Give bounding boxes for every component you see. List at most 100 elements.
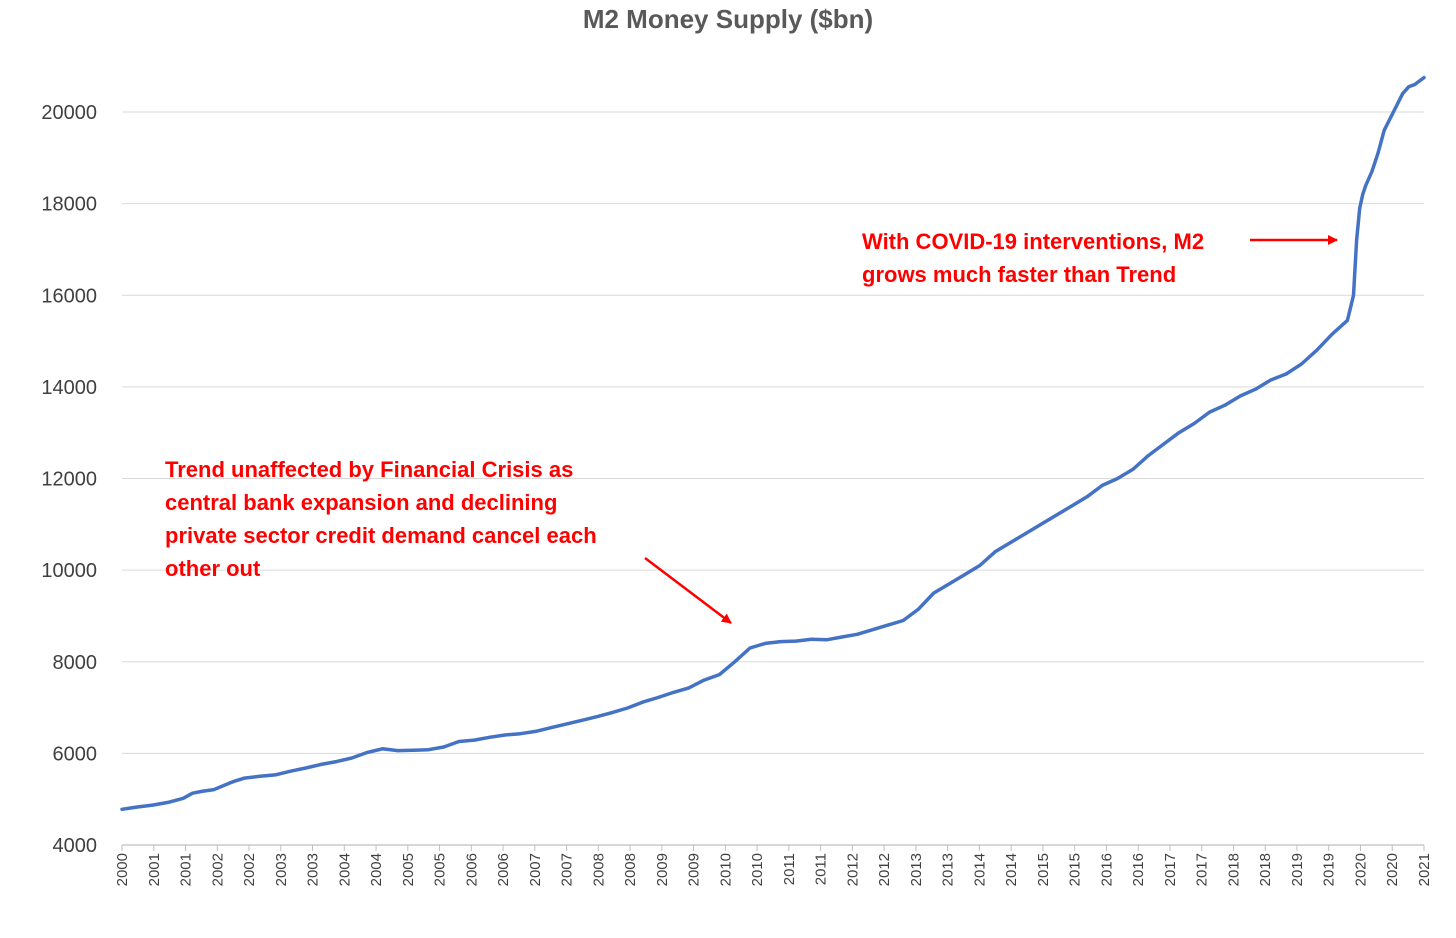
annotation-financial-crisis: Trend unaffected by Financial Crisis as c… [165,457,597,581]
data-point [978,564,982,567]
data-point [733,660,737,664]
y-tick-label: 12000 [41,469,97,491]
chart-title: M2 Money Supply ($bn) [583,4,873,34]
x-tick-label: 2015 [1035,853,1052,886]
data-point [212,788,216,792]
data-point [227,781,231,785]
data-point [1330,332,1334,336]
x-tick-label: 2010 [749,853,766,886]
data-point [488,735,492,739]
data-point [1100,483,1104,487]
data-point [610,711,614,715]
x-tick-label: 2019 [1289,853,1306,886]
x-tick-label: 2009 [654,853,671,886]
x-tick-label: 2008 [622,853,639,886]
annotation-line: Trend unaffected by Financial Crisis as [165,457,573,482]
x-tick-label: 2008 [590,853,607,886]
y-tick-label: 20000 [41,102,97,124]
data-point [687,686,691,690]
x-tick-label: 2012 [876,853,893,886]
y-tick-label: 10000 [41,560,97,582]
x-tick-label: 2010 [717,853,734,886]
x-tick-label: 2000 [114,853,131,886]
data-point [426,748,430,752]
x-tick-label: 2003 [273,853,290,886]
x-tick-label: 2009 [686,853,703,886]
x-tick-label: 2017 [1162,853,1179,886]
data-point [273,773,277,777]
data-point [1008,541,1012,545]
x-tick-label: 2001 [178,853,195,886]
data-point [181,796,185,800]
y-tick-label: 8000 [53,652,98,674]
data-point [191,791,194,795]
data-point [1419,78,1423,82]
data-point [1300,362,1303,366]
data-point [932,591,936,595]
y-tick-label: 14000 [41,377,97,399]
data-point [1345,318,1349,322]
data-point [1355,238,1359,242]
x-tick-label: 2003 [305,853,322,886]
annotation-line: With COVID-19 interventions, M2 [862,229,1204,254]
data-point [1238,394,1242,398]
x-tick-label: 2015 [1067,853,1084,886]
data-point [1039,522,1043,526]
annotations: Trend unaffected by Financial Crisis as c… [165,229,1338,624]
x-tick-label: 2019 [1321,853,1338,886]
data-point [1024,532,1028,535]
x-tick-label: 2013 [908,853,925,886]
data-point [809,637,813,641]
data-point [1358,206,1362,210]
data-point [549,726,553,730]
x-tick-label: 2013 [940,853,957,886]
annotation-covid: With COVID-19 interventions, M2 grows muc… [862,229,1204,287]
data-point [166,800,170,804]
x-tick-label: 2004 [336,853,353,886]
data-point [1407,85,1411,89]
data-point [319,762,323,766]
data-point [304,766,308,770]
data-point [1070,504,1074,508]
data-point [763,641,767,645]
data-point [1401,92,1405,96]
annotation-line: grows much faster than Trend [862,262,1176,287]
y-tick-label: 4000 [53,835,98,857]
data-point [380,747,384,751]
annotation-line: private sector credit demand cancel each [165,523,597,548]
data-point [748,646,752,650]
data-point [503,733,507,737]
x-tick-label: 2002 [241,853,258,886]
data-point [1315,348,1319,352]
data-point [825,638,829,642]
x-tick-label: 2020 [1384,853,1401,886]
x-tick-label: 2014 [1003,853,1020,886]
data-point [1131,467,1135,471]
data-point [1352,293,1355,297]
data-point [442,745,446,749]
gridlines [122,111,1424,754]
data-point [1223,403,1227,407]
data-point [794,639,798,643]
x-tick-label: 2001 [146,853,163,886]
data-point [947,582,951,586]
x-tick-label: 2018 [1257,853,1274,886]
data-point [1422,76,1426,80]
data-point [595,715,599,719]
data-point [472,738,476,742]
data-point [871,628,875,632]
data-point [580,718,583,722]
data-point [1162,442,1166,446]
x-tick-label: 2020 [1352,853,1369,886]
data-point [1192,422,1196,425]
data-point [1382,128,1386,132]
data-point [564,722,568,726]
data-point [717,673,721,677]
data-point [779,640,783,644]
data-point [1269,378,1273,382]
x-tick-label: 2004 [368,853,385,886]
data-point [1370,170,1374,174]
x-tick-label: 2006 [463,853,480,886]
data-point [1284,372,1288,376]
y-tick-label: 6000 [53,743,98,765]
